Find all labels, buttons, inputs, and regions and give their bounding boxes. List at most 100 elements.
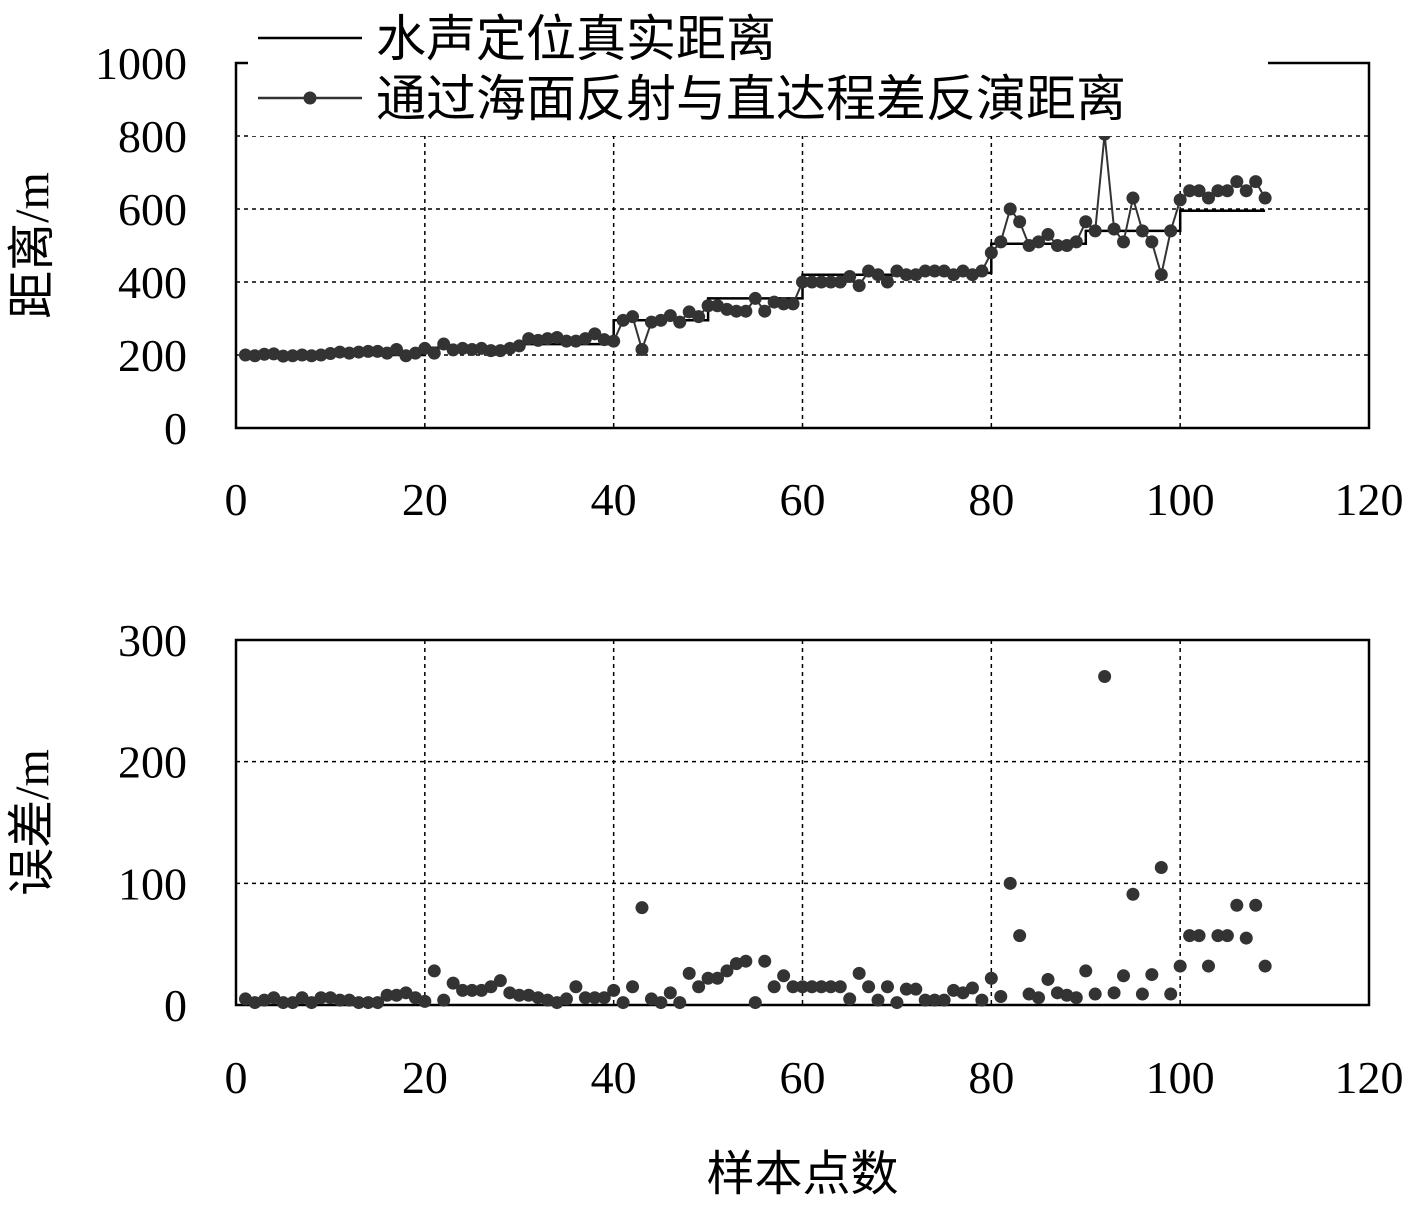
data-point (739, 304, 753, 318)
y-tick-label: 100 (118, 858, 187, 909)
data-point (305, 349, 319, 363)
data-point (975, 264, 989, 278)
error-point (1258, 959, 1272, 973)
data-point (1013, 215, 1027, 229)
error-point (1107, 986, 1121, 1000)
data-point (1107, 222, 1121, 236)
data-point (1041, 228, 1055, 242)
data-point (559, 334, 573, 348)
error-point (673, 996, 687, 1010)
error-point (616, 996, 630, 1010)
error-point (1220, 929, 1234, 943)
data-point (1117, 235, 1131, 249)
x-tick-label: 40 (591, 474, 637, 525)
x-tick-label: 20 (402, 474, 448, 525)
error-point (456, 983, 470, 997)
error-point (1126, 887, 1140, 901)
error-point (559, 992, 573, 1006)
error-point (1173, 959, 1187, 973)
error-point (1041, 972, 1055, 986)
y-tick-label: 300 (118, 615, 187, 666)
error-point (465, 983, 479, 997)
error-point (588, 991, 602, 1005)
data-point (748, 291, 762, 305)
data-point (238, 348, 252, 362)
error-point (1230, 898, 1244, 912)
data-point (352, 345, 366, 359)
chart-panel-1: 0 20 40 60 80 100 120 0 200 400 600 800 1000 距离/m 水声定位… (6, 0, 1404, 525)
y-tick-label: 1000 (95, 38, 187, 89)
error-point (1239, 931, 1253, 945)
data-point (994, 235, 1008, 249)
data-point (1164, 224, 1178, 238)
error-point (701, 971, 715, 985)
error-point (862, 980, 876, 994)
legend-label: 通过海面反射与直达程差反演距离 (376, 71, 1126, 127)
legend-label: 水声定位真实距离 (376, 11, 776, 67)
error-point (824, 980, 838, 994)
error-point (418, 994, 432, 1008)
error-point (484, 980, 498, 994)
error-point (1164, 987, 1178, 1001)
data-point (918, 264, 932, 278)
data-point (1069, 235, 1083, 249)
data-point (286, 349, 300, 363)
data-point (1220, 184, 1234, 198)
y-tick-label: 600 (118, 184, 187, 235)
error-point (437, 993, 451, 1007)
error-point (446, 976, 460, 990)
error-point (1069, 991, 1083, 1005)
data-point (1079, 215, 1093, 229)
data-point (1183, 184, 1197, 198)
error-point (1117, 969, 1131, 983)
data-point (984, 246, 998, 260)
x-tick-label: 100 (1146, 1052, 1215, 1103)
x-axis-title: 样本点数 (706, 1148, 898, 1201)
error-point (682, 966, 696, 980)
data-point (1088, 224, 1102, 238)
data-point (701, 299, 715, 313)
error-point (692, 980, 706, 994)
data-point (437, 337, 451, 351)
data-point (1192, 184, 1206, 198)
data-point (635, 343, 649, 357)
error-point (852, 966, 866, 980)
y-tick-label: 800 (118, 111, 187, 162)
error-point (427, 964, 441, 978)
error-point (1098, 670, 1112, 683)
data-point (729, 304, 743, 318)
error-point (965, 981, 979, 995)
series-line-inverted-distance (245, 134, 1266, 358)
data-point (758, 304, 772, 318)
data-point (852, 279, 866, 293)
data-point (843, 270, 857, 284)
error-point (654, 996, 668, 1010)
error-point (607, 983, 621, 997)
error-point (994, 989, 1008, 1003)
data-point (342, 346, 356, 360)
x-tick-label: 20 (402, 1052, 448, 1103)
error-point (937, 993, 951, 1007)
data-point (456, 341, 470, 355)
error-point (833, 980, 847, 994)
error-point (1211, 929, 1225, 943)
error-point (1183, 929, 1197, 943)
error-point (739, 954, 753, 968)
x-tick-label: 80 (968, 474, 1014, 525)
x-tick-label: 60 (780, 1052, 826, 1103)
error-point (843, 992, 857, 1006)
data-point (626, 310, 640, 324)
x-tick-label: 100 (1146, 474, 1215, 525)
error-point (635, 901, 649, 915)
chart-panel-2: 0 20 40 60 80 100 120 0 100 200 300 误差/m 样本点数 (6, 615, 1404, 1201)
error-point (805, 980, 819, 994)
y-tick-label: 200 (118, 330, 187, 381)
error-point (814, 980, 828, 994)
error-point (918, 993, 932, 1007)
error-point (1201, 959, 1215, 973)
error-point (890, 996, 904, 1010)
y-tick-label: 200 (118, 737, 187, 788)
data-point (484, 344, 498, 358)
error-point (1032, 991, 1046, 1005)
